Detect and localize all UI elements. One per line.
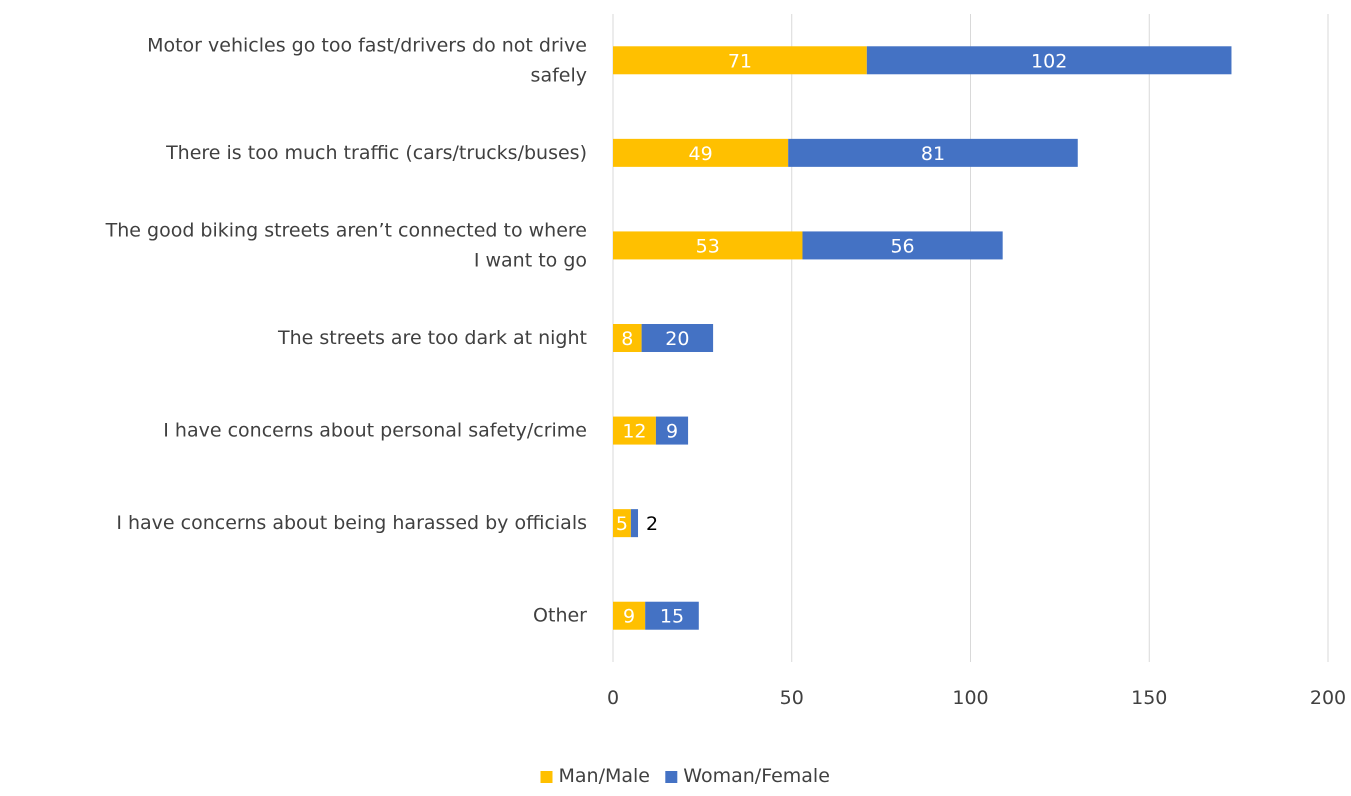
x-axis-tick-labels: 0 50 100 150 200	[607, 687, 1346, 709]
legend-swatch	[665, 771, 678, 783]
data-label: 9	[666, 421, 678, 443]
data-label: 8	[621, 328, 633, 350]
legend: Man/Male Woman/Female	[540, 765, 830, 787]
data-label: 102	[1031, 50, 1067, 72]
bar-man-male-4	[613, 416, 656, 445]
data-label: 71	[728, 50, 752, 72]
x-tick-label: 150	[1131, 687, 1167, 709]
data-label: 2	[646, 513, 658, 535]
legend-swatch	[540, 771, 553, 783]
legend-label: Man/Male	[559, 765, 650, 787]
bar-woman-female-2	[802, 231, 1003, 260]
bar-man-male-3	[613, 324, 642, 352]
x-tick-label: 200	[1310, 687, 1346, 709]
data-label: 53	[696, 235, 720, 257]
bar-man-male-5	[613, 509, 631, 538]
category-label: Other	[533, 605, 587, 627]
category-label: There is too much traffic (cars/trucks/b…	[165, 142, 587, 164]
data-label: 12	[622, 421, 646, 443]
category-label: Motor vehicles go too fast/drivers do no…	[147, 34, 587, 56]
category-label: I have concerns about personal safety/cr…	[163, 420, 587, 442]
gridlines	[612, 14, 1329, 662]
data-label: 15	[660, 606, 684, 628]
bar-woman-female-1	[788, 138, 1078, 167]
bar-man-male-0	[613, 46, 867, 75]
category-label: I want to go	[474, 249, 587, 271]
bars: 71 102 49 81 53 56 8 20 12 9 5 2 9 15	[613, 46, 1232, 630]
data-label: 5	[616, 513, 628, 535]
legend-label: Woman/Female	[683, 765, 830, 787]
bar-man-male-2	[613, 231, 803, 260]
x-tick-label: 0	[607, 687, 619, 709]
category-label: The good biking streets aren’t connected…	[105, 219, 587, 241]
x-tick-label: 100	[952, 687, 988, 709]
bar-man-male-6	[613, 601, 646, 630]
category-label: I have concerns about being harassed by …	[116, 512, 587, 534]
category-label: The streets are too dark at night	[277, 327, 587, 349]
data-label: 56	[890, 235, 914, 257]
bar-woman-female-4	[655, 416, 689, 445]
category-labels: Motor vehicles go too fast/drivers do no…	[105, 34, 588, 626]
x-tick-label: 50	[780, 687, 804, 709]
data-label: 9	[623, 606, 635, 628]
data-label: 81	[921, 143, 945, 165]
data-label: 20	[665, 328, 689, 350]
bar-woman-female-5	[630, 509, 639, 538]
bar-woman-female-0	[866, 46, 1232, 75]
bar-woman-female-3	[641, 324, 714, 352]
category-label: safely	[531, 64, 587, 86]
bar-man-male-1	[613, 138, 789, 167]
bar-woman-female-6	[645, 601, 699, 630]
data-label: 49	[688, 143, 712, 165]
